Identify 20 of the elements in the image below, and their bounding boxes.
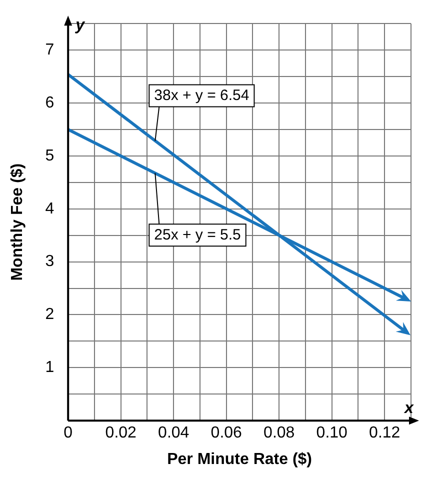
y-tick-label: 3: [45, 253, 54, 270]
y-tick-label: 1: [45, 359, 54, 376]
x-tick-label: 0.08: [264, 424, 295, 442]
y-tick-label: 5: [45, 147, 54, 164]
x-tick-label: 0.06: [210, 424, 242, 442]
y-tick-label: 2: [45, 306, 54, 324]
x-axis-title: Per Minute Rate ($): [167, 450, 312, 468]
annotation: x: [404, 400, 415, 418]
x-tick-label: 0.02: [105, 424, 137, 442]
annotation: 25x + y = 5.5: [154, 226, 241, 244]
y-axis-title: Monthly Fee ($): [9, 163, 26, 281]
x-tick-label: 0.10: [316, 424, 348, 442]
x-tick-label: 0: [64, 424, 73, 442]
annotation: y: [74, 17, 86, 34]
y-tick-label: 6: [45, 94, 54, 112]
y-tick-label: 4: [45, 200, 54, 218]
x-tick-label: 0.12: [369, 424, 400, 442]
x-tick-label: 0.04: [158, 424, 190, 442]
y-tick-label: 7: [45, 41, 54, 58]
annotation: 38x + y = 6.54: [154, 86, 250, 104]
